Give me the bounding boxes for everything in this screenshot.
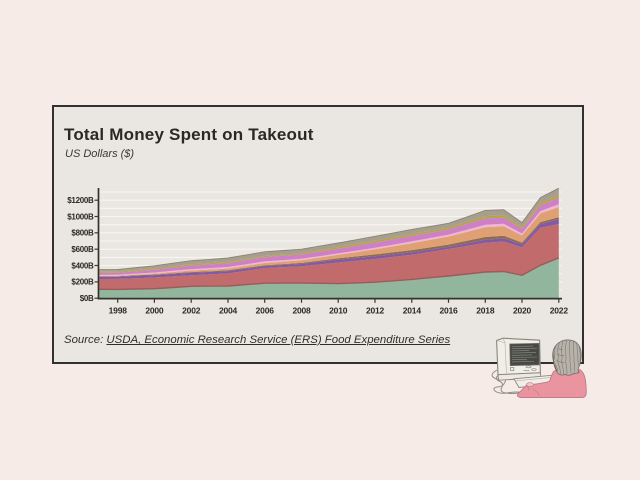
svg-text:2008: 2008	[292, 306, 311, 316]
svg-text:2012: 2012	[366, 306, 385, 316]
svg-text:2016: 2016	[439, 306, 458, 316]
svg-text:2004: 2004	[219, 306, 238, 316]
svg-text:2006: 2006	[256, 306, 275, 316]
svg-text:1998: 1998	[109, 306, 128, 316]
svg-text:2002: 2002	[182, 306, 201, 316]
svg-text:2000: 2000	[145, 306, 164, 316]
svg-text:$600B: $600B	[71, 245, 94, 254]
svg-text:2022: 2022	[550, 306, 569, 316]
svg-text:2020: 2020	[513, 306, 532, 316]
svg-text:$0B: $0B	[80, 294, 94, 303]
svg-text:2010: 2010	[329, 306, 348, 316]
svg-text:$800B: $800B	[71, 229, 94, 238]
svg-text:2014: 2014	[403, 306, 422, 316]
svg-text:2018: 2018	[476, 306, 495, 316]
svg-text:$200B: $200B	[71, 278, 94, 287]
svg-text:$1200B: $1200B	[67, 196, 94, 205]
svg-text:$1000B: $1000B	[67, 212, 94, 221]
svg-text:$400B: $400B	[71, 261, 94, 270]
